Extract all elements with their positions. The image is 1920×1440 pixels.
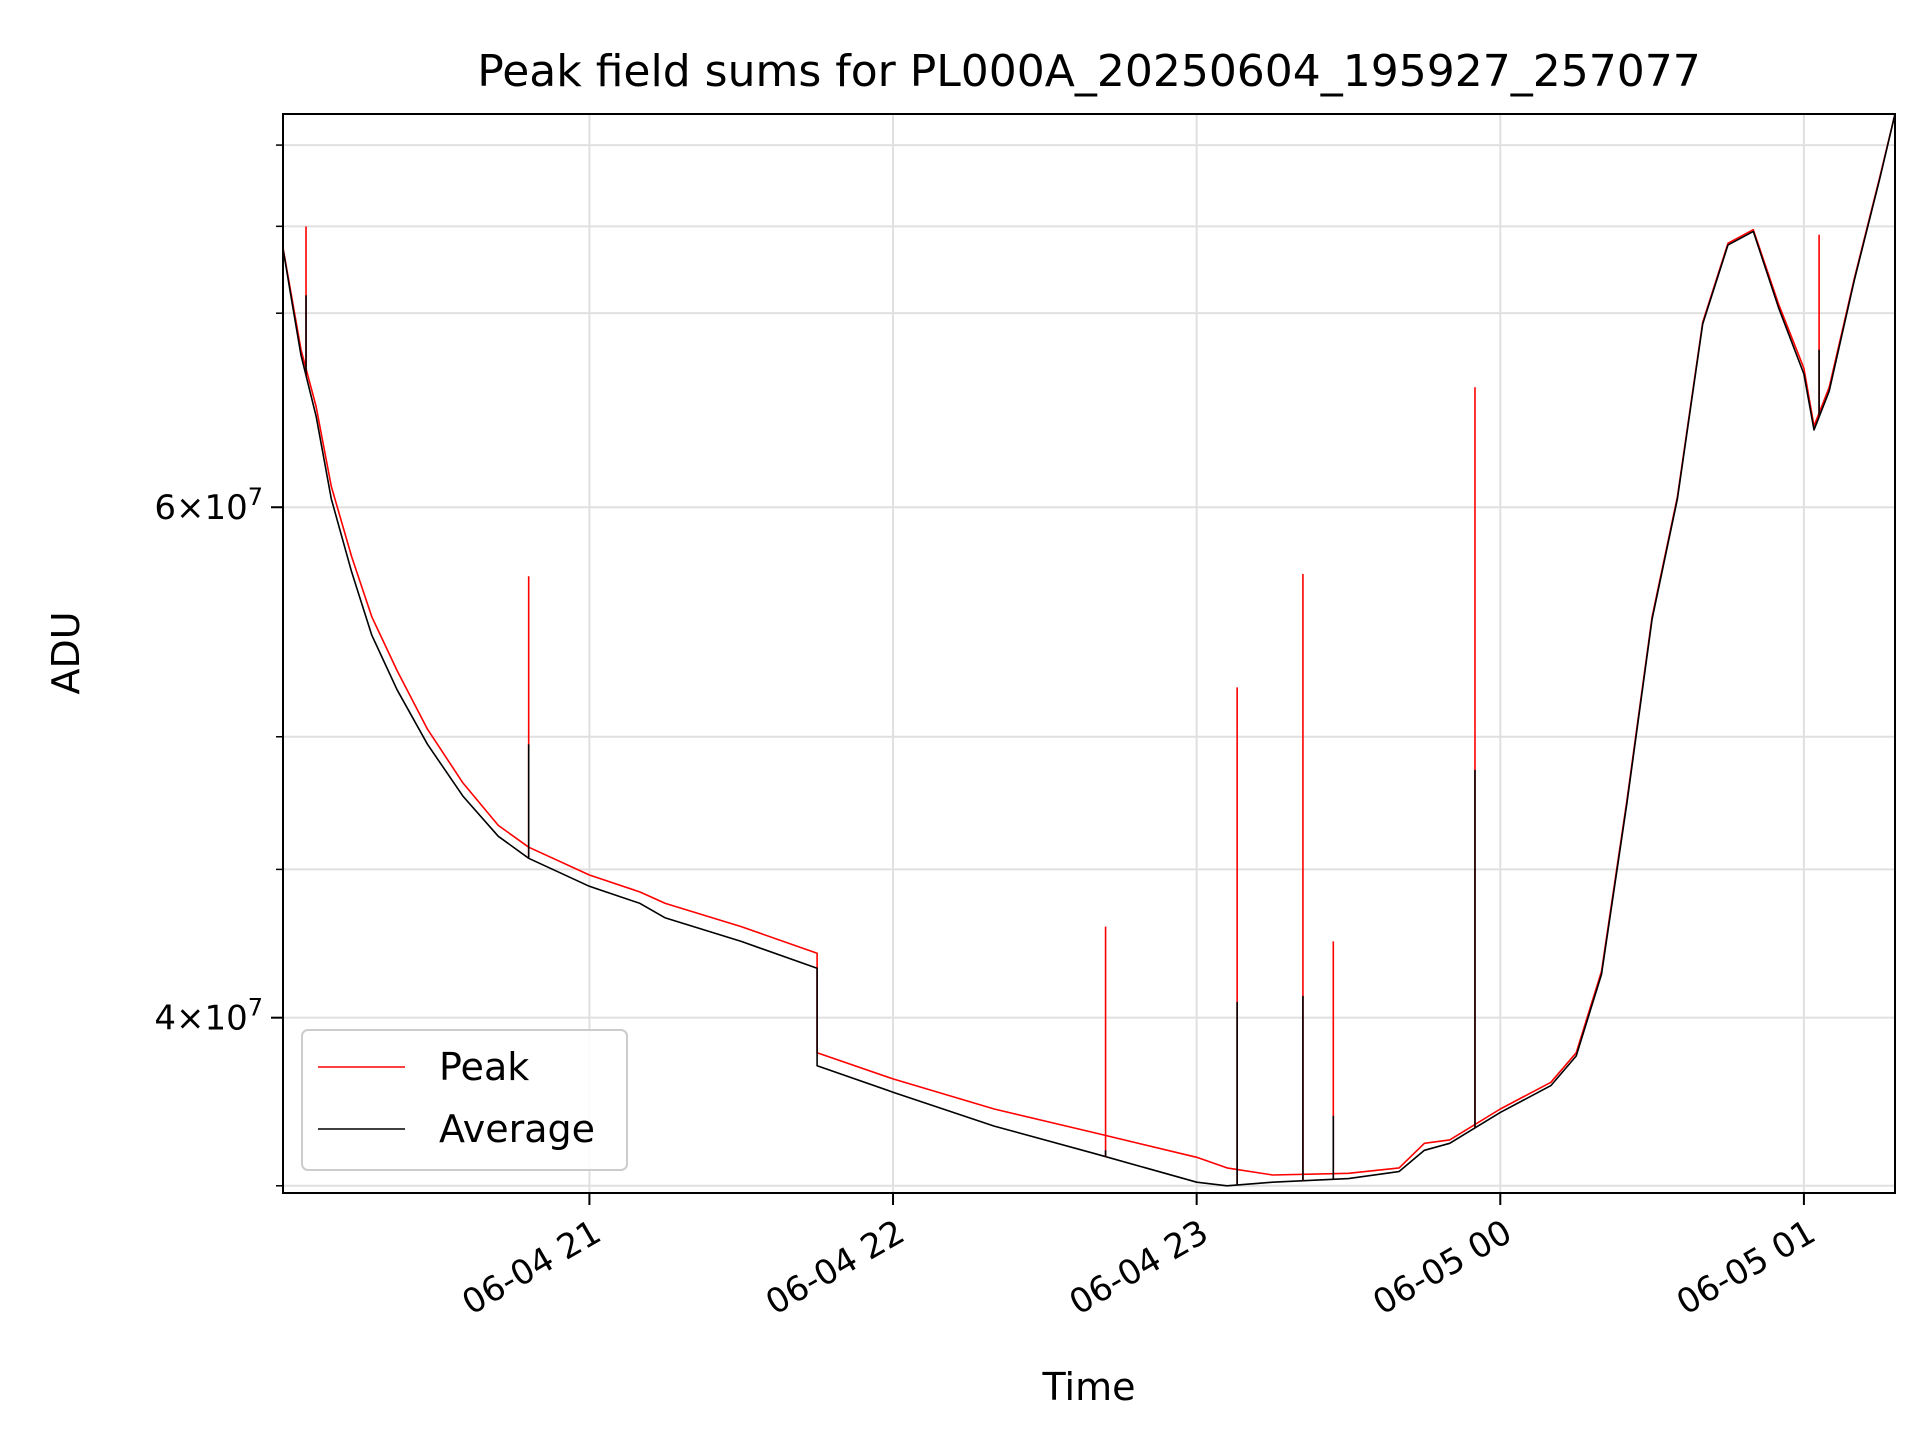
series-layer	[283, 114, 1895, 1187]
legend-box	[301, 1029, 628, 1171]
legend-label-average: Average	[439, 1107, 595, 1151]
legend: Peak Average	[301, 1029, 628, 1171]
series-line-peak	[283, 114, 1895, 1176]
chart-title: Peak field sums for PL000A_20250604_1959…	[477, 46, 1700, 97]
grid	[283, 114, 1895, 1193]
plot-background	[283, 114, 1895, 1193]
y-tick-label: 6×107	[154, 483, 263, 528]
y-axis-label: ADU	[44, 611, 88, 694]
y-axis: 4×107 6×107	[154, 144, 283, 1187]
legend-label-peak: Peak	[439, 1045, 529, 1089]
series-line-average	[283, 114, 1895, 1187]
y-tick-label: 4×107	[154, 994, 263, 1039]
x-axis-label: Time	[1042, 1365, 1136, 1409]
plot-area	[282, 113, 1896, 1194]
plot-frame	[282, 113, 1896, 1194]
